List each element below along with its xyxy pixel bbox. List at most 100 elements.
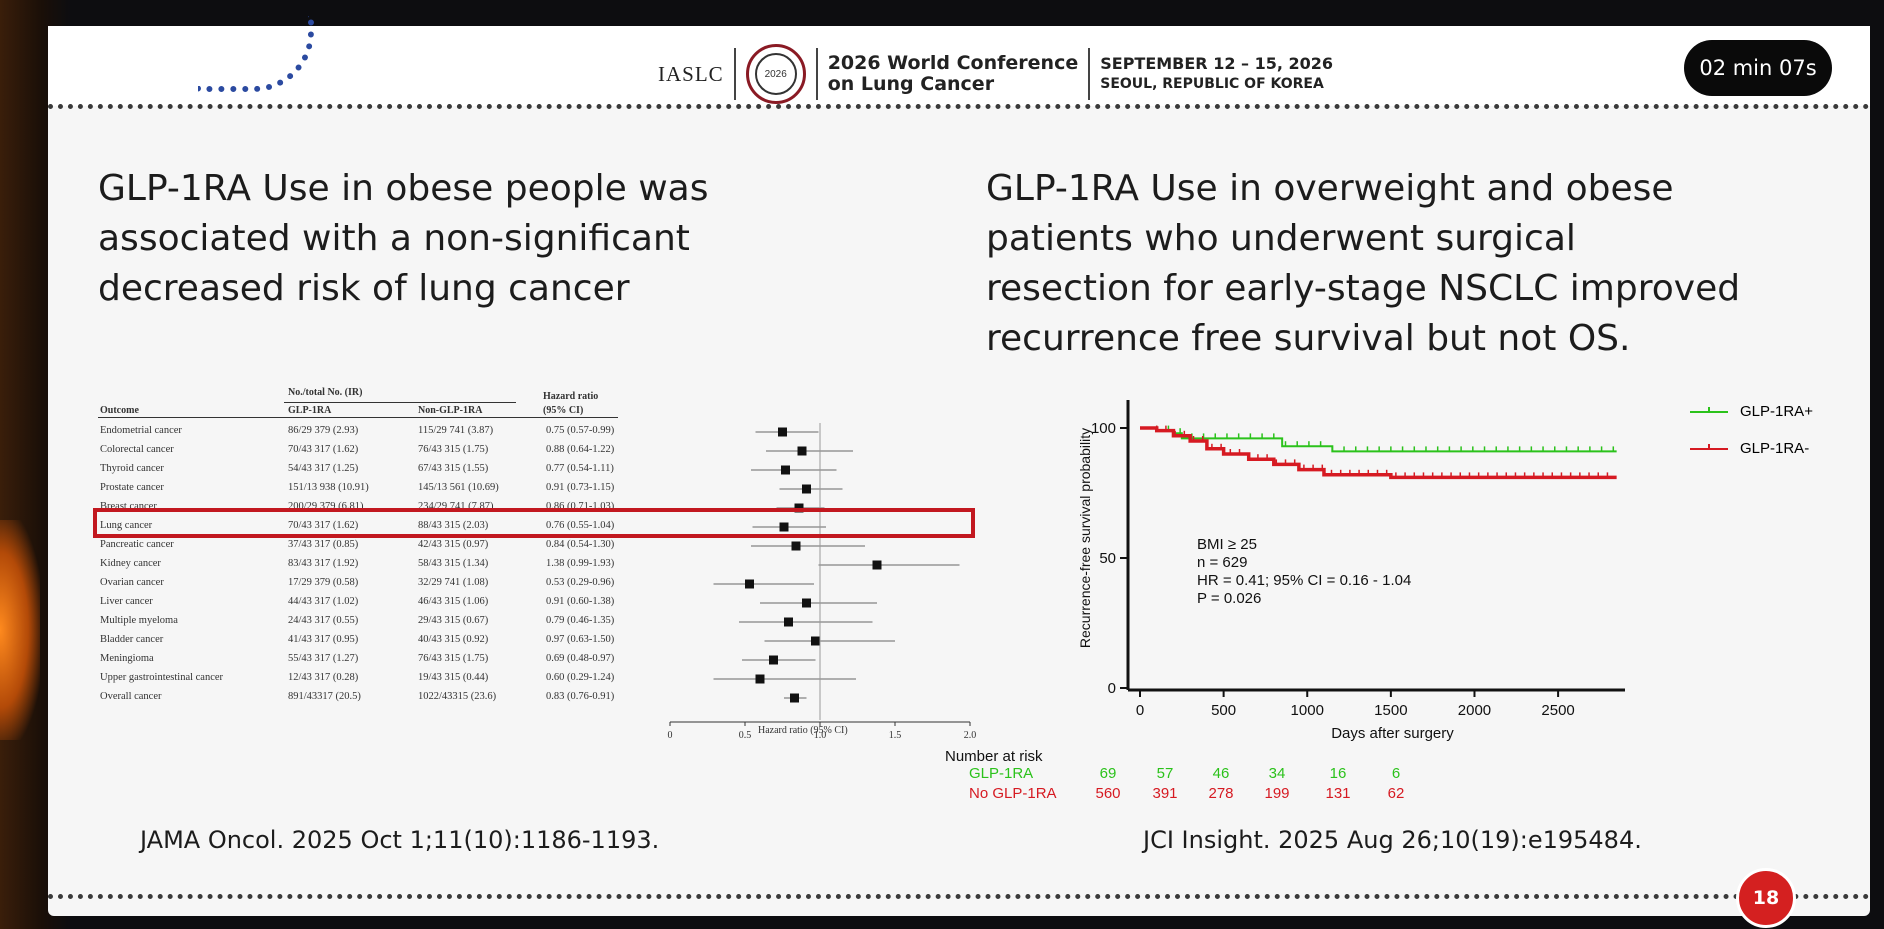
hr-marker	[791, 541, 801, 551]
forest-hr-cell: 0.91 (0.60-1.38)	[546, 596, 615, 607]
forest-glp-cell: 151/13 938 (10.91)	[288, 482, 369, 493]
forest-glp-cell: 41/43 317 (0.95)	[288, 634, 359, 645]
left-reference: JAMA Oncol. 2025 Oct 1;11(10):1186-1193.	[140, 826, 660, 854]
forest-glp-cell: 200/29 379 (6.81)	[288, 501, 364, 512]
forest-hr-cell: 0.91 (0.73-1.15)	[546, 482, 615, 493]
risk-value: 560	[1095, 785, 1121, 802]
conference-seal-icon: 2026	[745, 44, 806, 104]
hr-marker	[779, 522, 789, 532]
forest-row: Multiple myeloma 24/43 317 (0.55) 29/43 31…	[98, 613, 658, 632]
lung-cancer-highlight-box	[93, 508, 975, 538]
forest-row: Liver cancer 44/43 317 (1.02) 46/43 315 (1…	[98, 594, 658, 613]
km-annotation: BMI ≥ 25 n = 629 HR = 0.41; 95% CI = 0.1…	[1197, 536, 1412, 607]
forest-row: Meningioma 55/43 317 (1.27) 76/43 315 (1.7…	[98, 651, 658, 670]
forest-plot-area: 0 0.5 1.0 1.5 2.0	[668, 423, 977, 741]
forest-row: Lung cancer 70/43 317 (1.62) 88/43 315 (2.…	[98, 518, 658, 537]
forest-row: Breast cancer 200/29 379 (6.81) 234/29 741…	[98, 499, 658, 518]
forest-nonglp-cell: 115/29 741 (3.87)	[418, 425, 494, 436]
forest-outcome-cell: Pancreatic cancer	[100, 539, 174, 550]
forest-glp-cell: 54/43 317 (1.25)	[288, 463, 359, 474]
hr-marker	[781, 465, 790, 475]
forest-hr-cell: 0.84 (0.54-1.30)	[546, 539, 615, 550]
forest-outcome-cell: Colorectal cancer	[100, 444, 174, 455]
divider	[733, 48, 736, 100]
forest-outcome-cell: Endometrial cancer	[100, 425, 182, 436]
km-x-tick-label: 1000	[1291, 702, 1324, 719]
forest-nonglp-cell: 234/29 741 (7.87)	[418, 501, 494, 512]
forest-row: Overall cancer 891/43317 (20.5) 1022/43315…	[98, 689, 658, 708]
forest-x-tick-label: 1.0	[814, 730, 827, 741]
risk-row-label: No GLP-1RA	[969, 785, 1057, 802]
footer-divider	[48, 894, 1870, 899]
forest-glp-cell: 86/29 379 (2.93)	[288, 425, 359, 436]
forest-x-tick-label: 0	[668, 730, 673, 741]
hr-marker	[802, 598, 811, 608]
risk-value: 46	[1212, 765, 1230, 782]
legend-item-glp-minus: GLP-1RA-	[1690, 440, 1813, 457]
risk-value: 16	[1329, 765, 1347, 782]
forest-outcome-header: Outcome	[100, 405, 139, 416]
forest-nonglp-cell: 46/43 315 (1.06)	[418, 596, 489, 607]
forest-hr-cell: 0.83 (0.76-0.91)	[546, 691, 615, 702]
forest-column-rule	[98, 417, 618, 418]
legend-label: GLP-1RA+	[1740, 403, 1813, 420]
left-heading: GLP-1RA Use in obese people was associat…	[98, 168, 709, 309]
forest-group-header: No./total No. (IR)	[288, 387, 363, 398]
km-y-tick-label: 0	[1108, 680, 1116, 697]
header-divider	[48, 104, 1870, 109]
forest-row: Pancreatic cancer 37/43 317 (0.85) 42/43 3…	[98, 537, 658, 556]
forest-hr-cell: 0.79 (0.46-1.35)	[546, 615, 615, 626]
forest-hr-cell: 0.86 (0.71-1.03)	[546, 501, 615, 512]
risk-value: 199	[1264, 785, 1290, 802]
hr-marker	[778, 427, 787, 437]
number-at-risk-table: Number at risk GLP-1RA 69 57 46 34 16 6 No GLP-…	[945, 748, 1404, 805]
risk-value: 6	[1391, 765, 1401, 782]
legend-item-glp-plus: GLP-1RA+	[1690, 403, 1813, 420]
risk-table-row: GLP-1RA 69 57 46 34 16 6	[945, 765, 1400, 785]
km-legend: GLP-1RA+ GLP-1RA-	[1690, 403, 1813, 457]
divider	[1088, 48, 1091, 100]
risk-value: 391	[1152, 785, 1178, 802]
forest-glp-cell: 70/43 317 (1.62)	[288, 520, 359, 531]
conference-dates: SEPTEMBER 12 – 15, 2026 SEOUL, REPUBLIC …	[1100, 54, 1334, 92]
km-y-tick-label: 100	[1091, 420, 1116, 437]
forest-nonglp-cell: 88/43 315 (2.03)	[418, 520, 489, 531]
divider	[815, 48, 818, 100]
forest-outcome-cell: Thyroid cancer	[100, 463, 164, 474]
forest-outcome-cell: Multiple myeloma	[100, 615, 178, 626]
hr-marker	[802, 484, 811, 494]
forest-hr-cell: 0.53 (0.29-0.96)	[546, 577, 615, 588]
km-x-label: Days after surgery	[1331, 725, 1454, 742]
forest-x-label: Hazard ratio (95% CI)	[758, 725, 848, 736]
km-y-label: Recurrence-free survival probability	[1077, 428, 1093, 648]
forest-row: Ovarian cancer 17/29 379 (0.58) 32/29 741 …	[98, 575, 658, 594]
forest-outcome-cell: Liver cancer	[100, 596, 153, 607]
forest-outcome-cell: Lung cancer	[100, 520, 153, 531]
forest-nonglp-cell: 67/43 315 (1.55)	[418, 463, 489, 474]
forest-outcome-cell: Ovarian cancer	[100, 577, 164, 588]
forest-row: Bladder cancer 41/43 317 (0.95) 40/43 315 …	[98, 632, 658, 651]
forest-row: Colorectal cancer 70/43 317 (1.62) 76/43 3…	[98, 442, 658, 461]
forest-outcome-cell: Kidney cancer	[100, 558, 161, 569]
legend-label: GLP-1RA-	[1740, 440, 1810, 457]
forest-glp-cell: 17/29 379 (0.58)	[288, 577, 359, 588]
hr-marker	[769, 655, 778, 665]
risk-value: 69	[1099, 765, 1117, 782]
forest-x-tick-label: 2.0	[964, 730, 977, 741]
right-heading: GLP-1RA Use in overweight and obese pati…	[986, 168, 1741, 359]
forest-nonglp-cell: 76/43 315 (1.75)	[418, 653, 489, 664]
risk-table-row: No GLP-1RA 560 391 278 199 131 62	[945, 785, 1404, 805]
forest-nonglp-cell: 19/43 315 (0.44)	[418, 672, 489, 683]
hr-marker	[784, 617, 793, 627]
forest-glp-cell: 55/43 317 (1.27)	[288, 653, 359, 664]
km-x-tick-label: 2000	[1458, 702, 1491, 719]
km-x-tick-label: 2500	[1541, 702, 1574, 719]
forest-glp-cell: 83/43 317 (1.92)	[288, 558, 359, 569]
hr-marker	[790, 693, 799, 703]
forest-hr-cell: 1.38 (0.99-1.93)	[546, 558, 615, 569]
forest-hr-cell: 0.69 (0.48-0.97)	[546, 653, 615, 664]
forest-nonglp-cell: 42/43 315 (0.97)	[418, 539, 489, 550]
forest-hr-cell: 0.76 (0.55-1.04)	[546, 520, 615, 531]
risk-value: 131	[1325, 785, 1351, 802]
forest-hr-cell: 0.88 (0.64-1.22)	[546, 444, 615, 455]
